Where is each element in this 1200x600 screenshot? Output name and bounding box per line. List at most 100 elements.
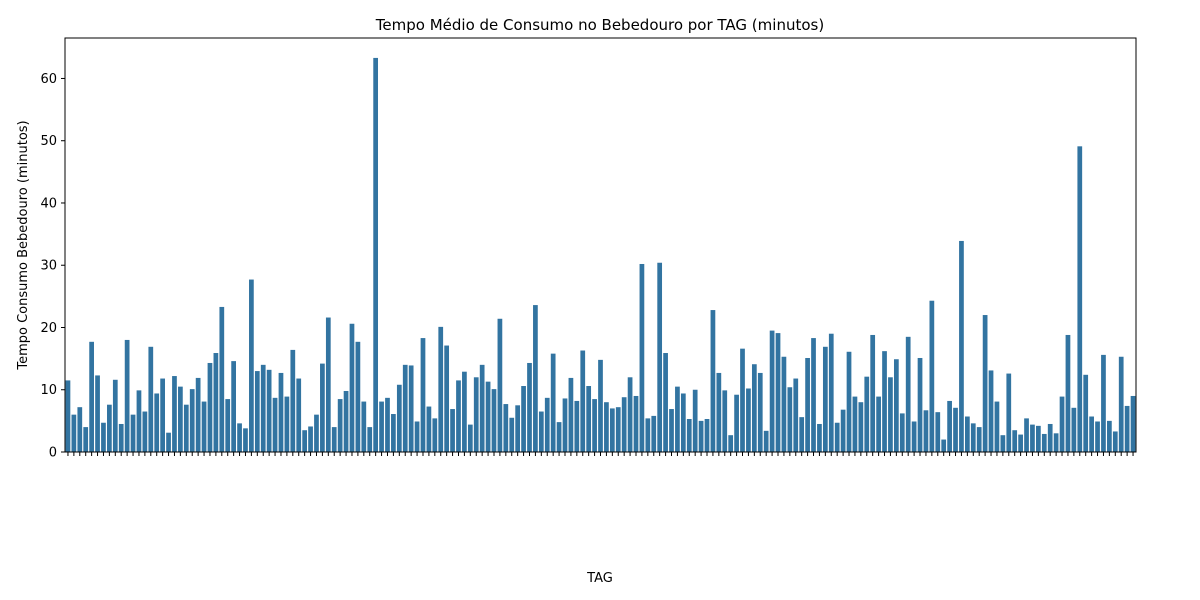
bar [870,334,876,452]
bar [621,397,627,452]
plot-frame [64,37,1137,453]
bar [479,364,485,452]
bar [420,338,426,452]
bar [308,426,313,452]
bar [627,377,633,452]
bar [538,411,544,452]
bar [456,380,461,452]
bar [166,432,171,452]
bar [444,345,450,452]
bar [645,418,651,452]
bar [201,401,207,452]
bar [302,430,308,452]
bar [959,240,964,452]
bar [136,390,142,452]
bar [1071,407,1077,452]
y-tick-label: 30 [40,259,57,274]
bar [746,388,751,452]
bar [485,381,491,452]
bar [935,412,941,452]
bar [237,423,242,452]
bar [361,401,367,452]
bar [822,346,828,452]
bar [172,376,177,452]
bar [1047,423,1053,452]
bar [509,417,515,452]
bar [337,399,343,452]
bar [527,362,532,452]
bar [95,375,100,452]
bar [148,346,154,452]
bar [911,421,917,452]
bar [249,279,254,452]
bar [799,417,805,452]
bar [657,262,663,452]
bar [1000,435,1006,452]
y-tick-label: 40 [40,196,57,211]
bar [550,353,556,452]
bar [686,419,692,452]
bar [953,407,958,452]
bar [1112,431,1118,452]
bar [83,427,89,452]
bar [941,439,947,452]
bar [698,420,704,452]
bar [391,414,396,452]
bar [160,378,165,452]
bar [568,377,574,452]
bar [130,414,136,452]
bar [858,402,864,452]
bar [692,389,698,452]
chart-title: Tempo Médio de Consumo no Bebedouro por … [375,16,824,34]
bar [675,386,680,452]
bar [615,407,621,452]
bar [680,393,686,452]
bar [219,306,225,452]
bar [811,338,816,452]
bar [112,379,118,452]
bar [757,372,763,452]
bar [385,397,390,452]
bar [213,353,219,452]
bar [710,310,716,452]
bar [515,405,521,452]
bars-group [65,57,1136,453]
bar [491,389,497,452]
bar [787,387,793,452]
bar [521,386,526,452]
bar [367,427,373,452]
bar [947,400,952,452]
bar [994,401,1000,452]
bar [1077,146,1083,452]
bar [379,401,384,452]
bar [296,378,302,452]
bar [1018,434,1023,452]
y-axis-label: Tempo Consumo Bebedouro (minutos) [16,120,31,370]
bar [1083,374,1089,452]
bar [1130,395,1136,452]
bar [65,380,71,452]
bar [154,393,160,452]
bar [432,418,438,452]
bar [1053,433,1059,452]
x-ticks-group [67,452,1134,456]
bar [1024,418,1029,452]
bar [225,399,231,452]
bar [775,333,781,452]
bar [1107,420,1112,452]
bar [260,364,266,452]
bar [349,323,355,452]
bar [781,356,787,452]
bar [71,414,77,452]
bar [828,333,834,452]
bar [284,396,290,452]
bar [178,386,183,452]
bar [331,427,337,452]
bar [580,350,586,452]
bar [817,423,822,452]
bar [604,402,609,452]
bar [320,363,325,452]
bar [1036,425,1041,452]
y-tick-label: 50 [40,134,57,149]
bar [124,339,130,452]
